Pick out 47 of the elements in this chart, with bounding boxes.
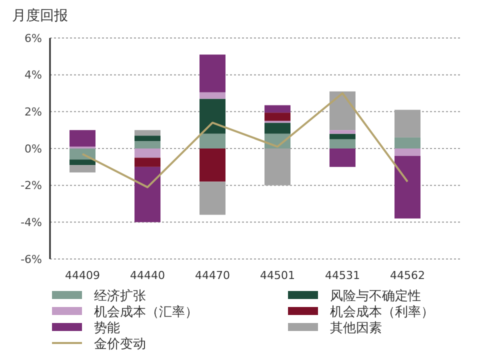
- bar: [330, 139, 356, 148]
- bar: [134, 136, 160, 142]
- bar: [394, 156, 420, 218]
- legend-label: 机会成本（汇率）: [94, 304, 198, 320]
- bar: [330, 148, 356, 167]
- bar: [264, 105, 290, 113]
- x-tick-label: 44470: [195, 269, 230, 282]
- x-tick-label: 44501: [260, 269, 295, 282]
- legend-label: 势能: [94, 321, 120, 336]
- bar: [394, 148, 420, 156]
- bar: [200, 98, 226, 134]
- bar: [200, 54, 226, 92]
- bar: [134, 130, 160, 136]
- x-tick-label: 44562: [390, 269, 425, 282]
- y-tick-label: 6%: [24, 32, 42, 45]
- bar: [264, 122, 290, 134]
- legend-label: 金价变动: [94, 337, 146, 352]
- bar: [70, 165, 96, 172]
- bar: [134, 141, 160, 148]
- x-tick-label: 44531: [325, 269, 360, 282]
- legend-label: 经济扩张: [94, 289, 146, 304]
- y-tick-label: -6%: [20, 252, 42, 266]
- y-tick-label: -2%: [20, 179, 42, 192]
- chart-title: 月度回报: [12, 8, 68, 24]
- bar: [70, 148, 96, 160]
- legend-label: 机会成本（利率）: [330, 304, 434, 320]
- bar: [134, 158, 160, 167]
- bar: [134, 166, 160, 222]
- x-tick-label: 44409: [65, 269, 100, 282]
- legend-label: 其他因素: [330, 321, 382, 336]
- y-tick-label: -4%: [20, 216, 42, 230]
- bar: [330, 130, 356, 134]
- y-tick-label: 0%: [24, 142, 42, 156]
- bar: [134, 148, 160, 158]
- legend-label: 风险与不确定性: [330, 289, 421, 304]
- bar: [200, 134, 226, 148]
- y-tick-label: 4%: [24, 68, 42, 82]
- bar: [394, 137, 420, 148]
- bar: [264, 112, 290, 121]
- x-tick-label: 44440: [130, 269, 165, 282]
- bar: [200, 92, 226, 99]
- bar: [330, 134, 356, 140]
- line-series: [82, 92, 408, 188]
- bar: [70, 160, 96, 166]
- y-tick-label: 2%: [24, 106, 42, 119]
- bar: [200, 148, 226, 182]
- bar: [70, 130, 96, 147]
